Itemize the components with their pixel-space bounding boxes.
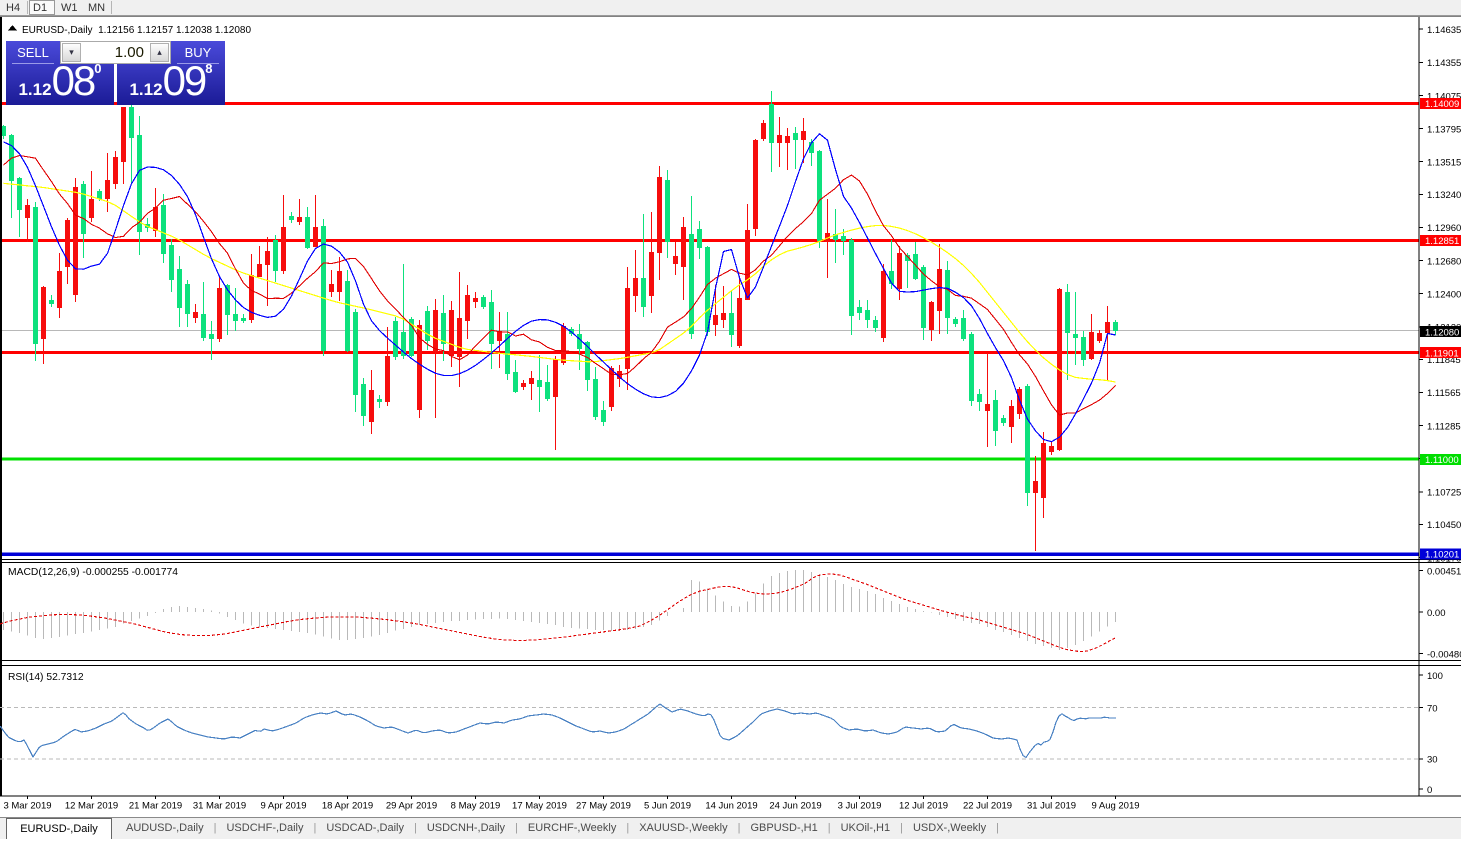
svg-text:1.13515: 1.13515 [1427,158,1461,169]
svg-text:1.14009: 1.14009 [1425,99,1459,110]
svg-text:1.14075: 1.14075 [1427,91,1461,102]
svg-text:1.10725: 1.10725 [1427,488,1461,499]
svg-text:1.11565: 1.11565 [1427,388,1461,399]
svg-text:30: 30 [1427,755,1438,766]
svg-text:29 Apr 2019: 29 Apr 2019 [386,801,437,812]
svg-text:12 Jul 2019: 12 Jul 2019 [899,801,948,812]
svg-text:1.12400: 1.12400 [1427,290,1461,301]
svg-text:1.11285: 1.11285 [1427,421,1461,432]
svg-text:100: 100 [1427,671,1443,682]
svg-text:9 Apr 2019: 9 Apr 2019 [261,801,307,812]
svg-text:31 Mar 2019: 31 Mar 2019 [193,801,246,812]
svg-text:3 Jul 2019: 3 Jul 2019 [838,801,882,812]
svg-text:1.12680: 1.12680 [1427,256,1461,267]
svg-text:1.11845: 1.11845 [1427,355,1461,366]
svg-text:5 Jun 2019: 5 Jun 2019 [644,801,691,812]
svg-text:1.10201: 1.10201 [1425,550,1459,561]
svg-text:1.14635: 1.14635 [1427,25,1461,36]
svg-text:9 Aug 2019: 9 Aug 2019 [1091,801,1139,812]
svg-text:1.12851: 1.12851 [1425,236,1459,247]
svg-text:0: 0 [1427,785,1432,796]
svg-text:1.13240: 1.13240 [1427,190,1461,201]
svg-text:1.11901: 1.11901 [1425,349,1459,360]
svg-text:1.11000: 1.11000 [1425,455,1459,466]
svg-text:3 Mar 2019: 3 Mar 2019 [3,801,51,812]
svg-text:1.10450: 1.10450 [1427,520,1461,531]
svg-text:22 Jul 2019: 22 Jul 2019 [963,801,1012,812]
svg-text:-0.004806: -0.004806 [1427,649,1461,660]
svg-text:1.12080: 1.12080 [1425,327,1459,338]
svg-text:70: 70 [1427,703,1438,714]
svg-text:27 May 2019: 27 May 2019 [576,801,631,812]
svg-text:18 Apr 2019: 18 Apr 2019 [322,801,373,812]
svg-text:14 Jun 2019: 14 Jun 2019 [705,801,757,812]
svg-text:31 Jul 2019: 31 Jul 2019 [1027,801,1076,812]
svg-text:MACD(12,26,9) -0.000255 -0.001: MACD(12,26,9) -0.000255 -0.001774 [8,567,178,578]
svg-text:12 Mar 2019: 12 Mar 2019 [65,801,118,812]
svg-text:1.12960: 1.12960 [1427,223,1461,234]
svg-text:0.004517: 0.004517 [1427,566,1461,577]
svg-text:0.00: 0.00 [1427,608,1446,619]
svg-text:RSI(14) 52.7312: RSI(14) 52.7312 [8,672,84,683]
svg-text:21 Mar 2019: 21 Mar 2019 [129,801,182,812]
svg-text:1.13795: 1.13795 [1427,124,1461,135]
svg-text:EURUSD-,Daily 1.12156 1.12157: EURUSD-,Daily 1.12156 1.12157 1.12038 1.… [22,25,251,36]
svg-text:1.14355: 1.14355 [1427,58,1461,69]
svg-text:8 May 2019: 8 May 2019 [451,801,501,812]
svg-text:24 Jun 2019: 24 Jun 2019 [769,801,821,812]
svg-text:17 May 2019: 17 May 2019 [512,801,567,812]
